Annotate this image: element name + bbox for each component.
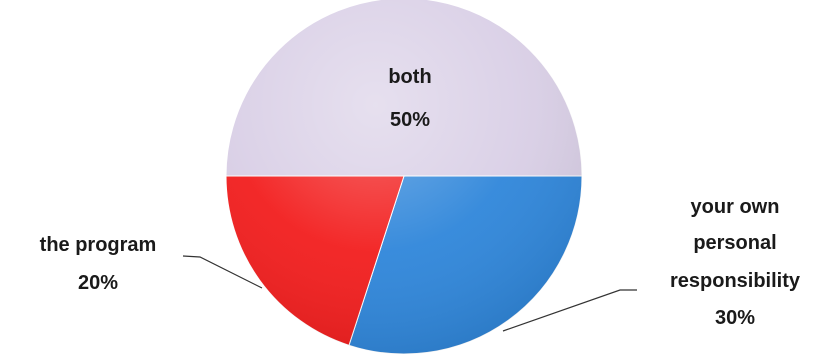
slice-label-responsibility: responsibility (670, 270, 801, 292)
slice-label-personal: personal (693, 232, 776, 254)
slice-label-both: both (388, 66, 431, 88)
pie-slice-both (225, 0, 583, 177)
slice-value-your-own-personal-responsibility: 30% (715, 307, 755, 329)
slice-label-the-program: the program (40, 234, 157, 256)
slice-value-the-program: 20% (78, 272, 118, 294)
slice-value-both: 50% (390, 109, 430, 131)
leader-line-your-own-personal-responsibility (502, 289, 637, 332)
pie-slices (225, 0, 583, 355)
leader-line-the-program (182, 255, 263, 289)
slice-label-your-own: your own (691, 196, 780, 218)
